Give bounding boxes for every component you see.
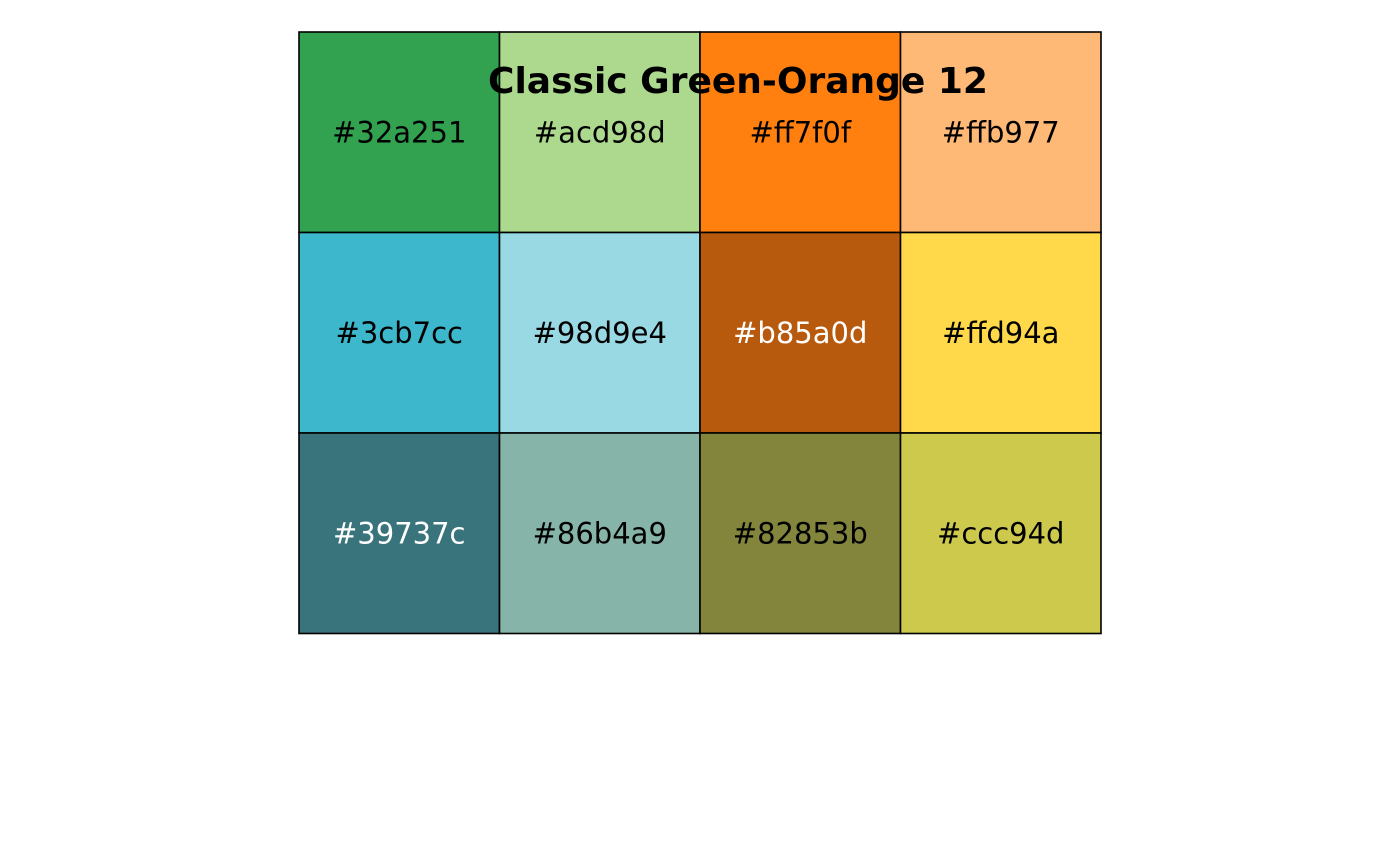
swatch-cell	[498, 231, 701, 434]
swatch-label: #32a251	[332, 115, 466, 149]
swatch-cell	[298, 231, 501, 434]
swatch-cell	[899, 31, 1102, 234]
swatch-label: #ff7f0f	[749, 115, 851, 149]
swatch-cell	[298, 432, 501, 635]
swatch-label: #82853b	[733, 516, 868, 550]
swatch-label: #98d9e4	[533, 316, 667, 350]
swatch-label: #ccc94d	[937, 516, 1064, 550]
swatch-cell	[498, 31, 701, 234]
chart-title: Classic Green-Orange 12	[488, 61, 988, 102]
swatch-label: #acd98d	[534, 115, 666, 149]
swatch-cell	[899, 231, 1102, 434]
swatch-label: #b85a0d	[733, 316, 867, 350]
swatch-label: #86b4a9	[533, 516, 667, 550]
swatch-label: #39737c	[333, 516, 466, 550]
swatch-label: #ffb977	[942, 115, 1060, 149]
swatch-cell	[298, 31, 501, 234]
swatch-grid: #32a251 #acd98d #ff7f0f #ffb977 #3cb7cc #98d9…	[298, 31, 1102, 635]
swatch-cell	[699, 31, 902, 234]
swatch-cell	[498, 432, 701, 635]
swatch-label: #3cb7cc	[336, 316, 463, 350]
swatch-cell	[899, 432, 1102, 635]
swatch-label: #ffd94a	[942, 316, 1059, 350]
